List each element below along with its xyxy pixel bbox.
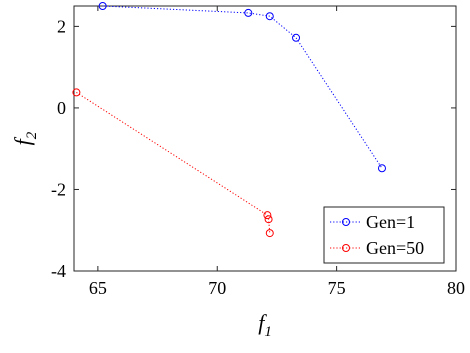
series-2 xyxy=(72,88,274,238)
data-point xyxy=(265,229,274,238)
data-point xyxy=(292,33,301,42)
x-tick-label: 65 xyxy=(89,278,107,298)
legend-entry: Gen=50 xyxy=(330,238,424,258)
data-point xyxy=(72,88,81,97)
y-tick-label: -4 xyxy=(51,261,66,281)
y-tick-label: 0 xyxy=(57,98,66,118)
legend-entry: Gen=1 xyxy=(330,212,415,232)
legend-label: Gen=50 xyxy=(366,238,424,258)
y-tick-label: 2 xyxy=(57,16,66,36)
x-axis-label-subscript: 1 xyxy=(264,324,272,340)
x-tick-label: 80 xyxy=(447,278,465,298)
legend-marker xyxy=(342,218,350,226)
legend-box xyxy=(323,206,445,264)
data-point xyxy=(377,164,386,173)
y-axis-label-main: f xyxy=(10,136,35,145)
axes: 65 70 75 80 -4 -2 0 2 xyxy=(51,5,465,298)
y-axis-label: f2 xyxy=(10,131,40,145)
series-1 xyxy=(98,2,386,173)
y-axis-label-subscript: 2 xyxy=(24,131,40,139)
series-line xyxy=(102,5,383,169)
legend-label: Gen=1 xyxy=(366,212,415,232)
x-axis-label: f1 xyxy=(258,310,272,340)
data-point xyxy=(264,215,273,224)
data-point xyxy=(265,12,274,21)
series-layer xyxy=(72,2,386,238)
legend: Gen=1 Gen=50 xyxy=(323,206,445,264)
plot-frame xyxy=(73,5,457,272)
data-point xyxy=(98,2,107,10)
x-tick-label: 75 xyxy=(328,278,346,298)
data-point xyxy=(244,8,253,17)
series-line xyxy=(76,92,271,234)
data-point xyxy=(263,211,272,220)
x-tick-label: 70 xyxy=(208,278,226,298)
x-axis-label-main: f xyxy=(258,310,267,335)
y-tick-label: -2 xyxy=(51,179,66,199)
legend-marker xyxy=(342,244,350,252)
